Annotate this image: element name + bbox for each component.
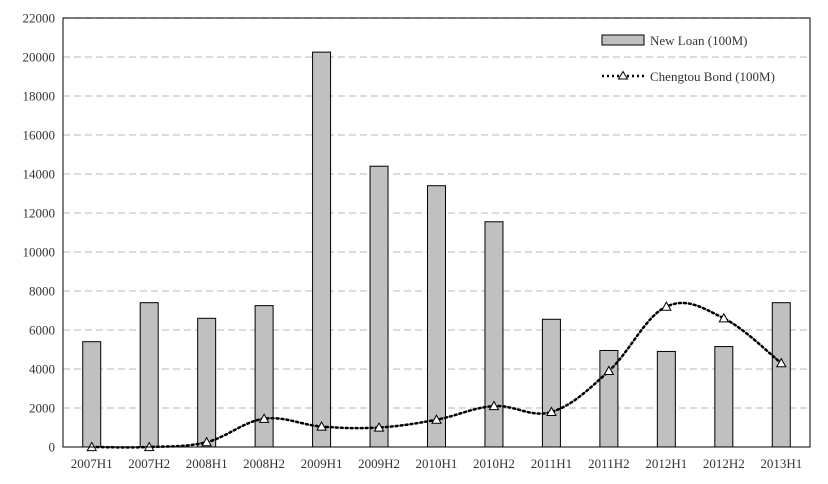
line-point-marker (258, 413, 270, 423)
line-point-marker (488, 400, 500, 411)
x-tick-label: 2010H1 (416, 456, 458, 471)
bar (484, 221, 504, 448)
axes (62, 17, 811, 448)
line-point-marker (660, 301, 672, 311)
y-tick-label: 18000 (23, 89, 56, 104)
bar-series (82, 51, 791, 448)
bar (714, 346, 734, 448)
bar (254, 305, 274, 448)
bar (771, 302, 791, 448)
bar (369, 165, 389, 448)
y-tick-label: 12000 (23, 206, 56, 221)
x-tick-label: 2012H2 (703, 456, 745, 471)
y-tick-label: 4000 (29, 362, 55, 377)
x-tick-label: 2010H2 (473, 456, 515, 471)
legend-label-new-loan: New Loan (100M) (650, 33, 747, 48)
line-point-marker (546, 406, 557, 416)
line-point-marker (603, 365, 615, 376)
legend: New Loan (100M) Chengtou Bond (100M) (601, 33, 775, 84)
y-tick-label: 16000 (23, 128, 56, 143)
y-tick-label: 20000 (23, 50, 56, 65)
plot-frame (62, 17, 811, 448)
x-tick-label: 2013H1 (760, 456, 802, 471)
y-tick-label: 10000 (23, 245, 56, 260)
line-point-marker (718, 312, 730, 323)
bar (139, 302, 159, 448)
x-tick-labels: 2007H1 2007H2 2008H1 2008H2 2009H1 2009H2 2010… (71, 456, 802, 471)
x-tick-label: 2011H2 (588, 456, 629, 471)
line-point-marker (373, 421, 385, 432)
legend-bar-swatch (601, 34, 645, 46)
x-tick-label: 2009H1 (301, 456, 343, 471)
y-tick-labels: 0 2000 4000 6000 8000 10000 12000 14000 16000 180… (23, 11, 56, 455)
line-point-marker (316, 420, 327, 431)
bar (541, 318, 561, 448)
x-tick-label: 2008H2 (243, 456, 285, 471)
line-series (86, 301, 787, 452)
legend-label-chengtou-bond: Chengtou Bond (100M) (650, 69, 775, 84)
x-tick-label: 2011H1 (531, 456, 572, 471)
bar (599, 349, 619, 448)
bar (197, 317, 217, 448)
line-point-marker (201, 436, 213, 447)
x-tick-label: 2007H2 (128, 456, 170, 471)
y-tick-label: 22000 (23, 11, 56, 26)
x-tick-label: 2012H1 (645, 456, 687, 471)
x-tick-label: 2009H2 (358, 456, 400, 471)
y-tick-label: 0 (49, 440, 56, 455)
bar (82, 341, 102, 448)
x-tick-label: 2008H1 (186, 456, 228, 471)
bar (427, 185, 446, 448)
y-tick-label: 8000 (29, 284, 55, 299)
legend-triangle-marker (617, 70, 629, 80)
line-point-marker (775, 357, 787, 368)
y-tick-label: 2000 (29, 401, 55, 416)
y-tick-label: 14000 (23, 167, 56, 182)
gridlines (63, 17, 810, 409)
y-tick-label: 6000 (29, 323, 55, 338)
bar (312, 51, 332, 448)
bar (656, 350, 676, 448)
line-point-marker (431, 414, 442, 424)
x-tick-label: 2007H1 (71, 456, 113, 471)
